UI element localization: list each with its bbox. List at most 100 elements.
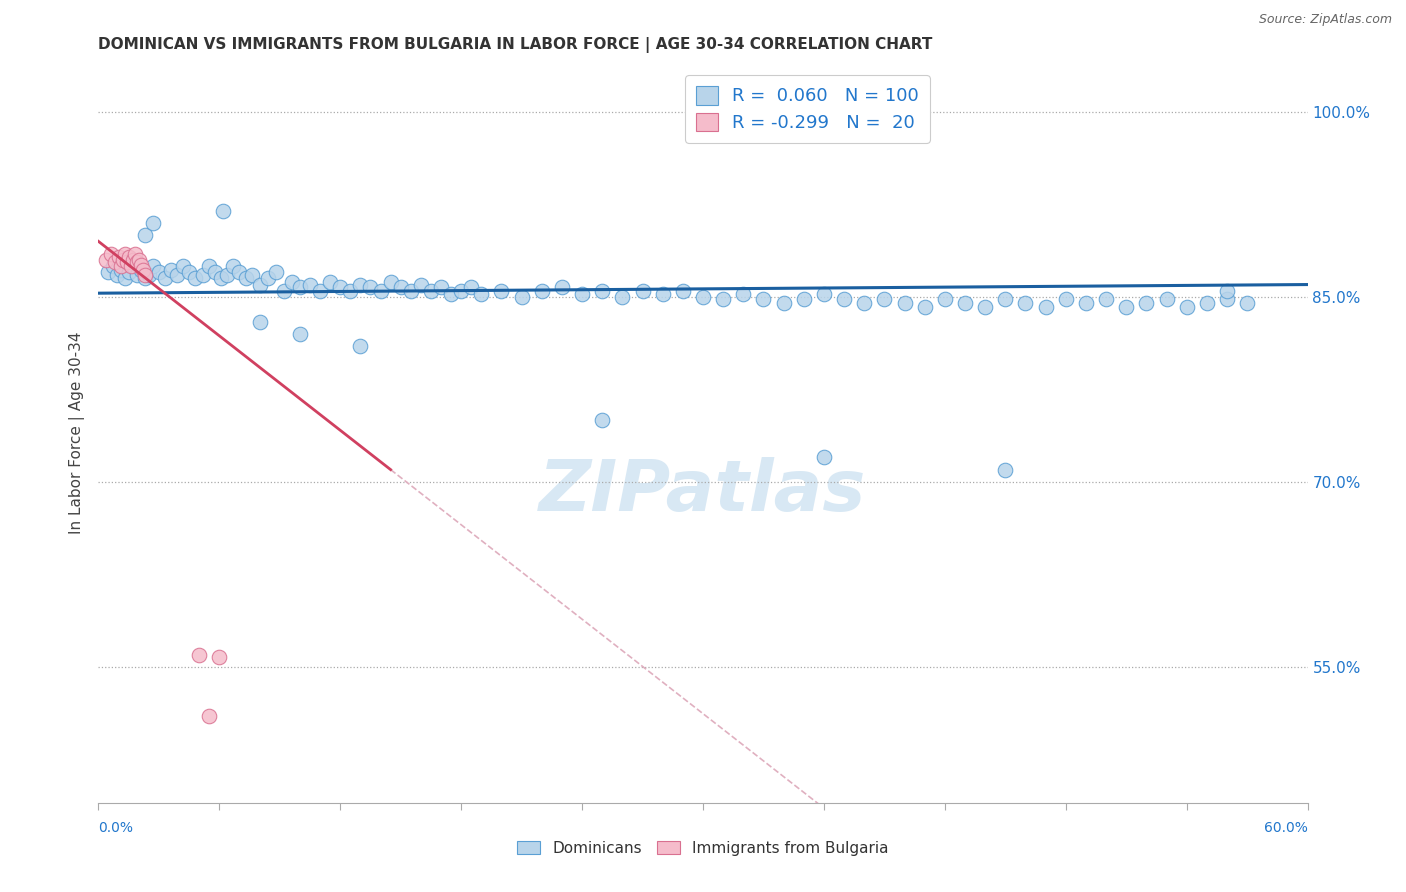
Point	[148, 265, 170, 279]
Point	[953, 296, 976, 310]
Point	[360, 280, 382, 294]
Point	[110, 259, 132, 273]
Point	[105, 268, 128, 282]
Point	[121, 259, 143, 273]
Point	[273, 284, 295, 298]
Point	[114, 271, 136, 285]
Point	[752, 293, 775, 307]
Point	[349, 339, 371, 353]
Point	[1035, 300, 1057, 314]
Point	[974, 300, 997, 314]
Point	[832, 293, 855, 307]
Point	[101, 259, 124, 273]
Point	[1074, 296, 1097, 310]
Point	[309, 284, 332, 298]
Point	[450, 284, 472, 298]
Point	[793, 293, 815, 307]
Point	[228, 265, 250, 279]
Point	[129, 262, 152, 277]
Point	[111, 252, 134, 267]
Point	[772, 296, 794, 310]
Point	[349, 277, 371, 292]
Point	[124, 246, 146, 260]
Point	[813, 287, 835, 301]
Point	[1135, 296, 1157, 310]
Point	[188, 648, 211, 662]
Point	[530, 284, 553, 298]
Point	[1195, 296, 1218, 310]
Point	[120, 259, 142, 273]
Point	[651, 287, 673, 301]
Point	[551, 280, 574, 294]
Point	[299, 277, 322, 292]
Point	[184, 271, 207, 285]
Point	[103, 255, 125, 269]
Point	[125, 255, 148, 269]
Point	[591, 284, 613, 298]
Point	[440, 287, 463, 301]
Point	[142, 216, 165, 230]
Point	[893, 296, 915, 310]
Point	[134, 268, 156, 282]
Point	[1014, 296, 1036, 310]
Point	[692, 290, 714, 304]
Point	[264, 265, 287, 279]
Point	[142, 259, 165, 273]
Point	[153, 271, 176, 285]
Point	[339, 284, 361, 298]
Point	[853, 296, 876, 310]
Point	[97, 265, 120, 279]
Point	[235, 271, 257, 285]
Point	[100, 246, 122, 260]
Y-axis label: In Labor Force | Age 30-34: In Labor Force | Age 30-34	[69, 331, 84, 534]
Point	[132, 262, 155, 277]
Point	[212, 203, 235, 218]
Point	[288, 326, 311, 341]
Point	[460, 280, 482, 294]
Point	[1156, 293, 1178, 307]
Point	[129, 258, 152, 272]
Point	[1054, 293, 1077, 307]
Point	[491, 284, 513, 298]
Point	[1095, 293, 1118, 307]
Point	[166, 268, 188, 282]
Point	[329, 280, 352, 294]
Point	[711, 293, 734, 307]
Point	[470, 287, 492, 301]
Point	[934, 293, 956, 307]
Point	[118, 265, 141, 279]
Text: 0.0%: 0.0%	[98, 822, 134, 835]
Point	[733, 287, 755, 301]
Point	[994, 463, 1017, 477]
Point	[125, 268, 148, 282]
Point	[249, 315, 271, 329]
Point	[222, 259, 245, 273]
Point	[612, 290, 634, 304]
Point	[813, 450, 835, 465]
Text: DOMINICAN VS IMMIGRANTS FROM BULGARIA IN LABOR FORCE | AGE 30-34 CORRELATION CHA: DOMINICAN VS IMMIGRANTS FROM BULGARIA IN…	[98, 37, 932, 53]
Point	[631, 284, 654, 298]
Point	[1236, 296, 1258, 310]
Point	[179, 265, 201, 279]
Point	[121, 252, 143, 267]
Point	[380, 275, 402, 289]
Point	[134, 228, 156, 243]
Point	[370, 284, 392, 298]
Point	[240, 268, 263, 282]
Point	[591, 413, 613, 427]
Point	[115, 255, 138, 269]
Point	[409, 277, 432, 292]
Point	[172, 259, 194, 273]
Point	[1175, 300, 1198, 314]
Point	[96, 252, 118, 267]
Point	[319, 275, 342, 289]
Point	[107, 251, 129, 265]
Point	[288, 280, 311, 294]
Point	[420, 284, 443, 298]
Point	[672, 284, 695, 298]
Point	[134, 271, 156, 285]
Point	[160, 262, 183, 277]
Point	[249, 277, 271, 292]
Point	[389, 280, 412, 294]
Point	[873, 293, 896, 307]
